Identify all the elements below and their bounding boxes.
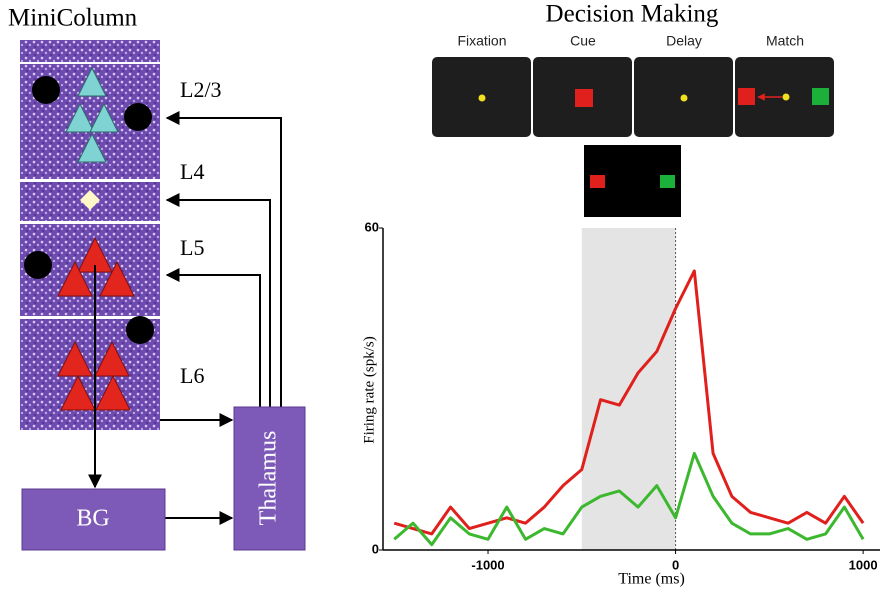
column [20, 40, 160, 430]
phase-label: Delay [666, 33, 702, 49]
x-tick-label: 1000 [849, 557, 878, 572]
decision-title: Decision Making [546, 1, 719, 28]
y-tick-label: 60 [365, 219, 379, 234]
layer-label: L2/3 [180, 77, 222, 102]
minicolumn-title: MiniColumn [8, 5, 138, 32]
phase-label: Cue [570, 33, 596, 49]
y-axis-label: Firing rate (spk/s) [361, 336, 377, 443]
arrows [88, 111, 282, 525]
y-tick-label: 0 [372, 541, 379, 556]
thalamus-box [233, 406, 306, 551]
series-line [393, 451, 865, 547]
bg-box [21, 488, 166, 551]
bg-label: BG [76, 506, 109, 532]
chart: -1000 0 1000 0 60 Time (ms) Firing rate (spk/s… [361, 219, 880, 588]
task-panels [432, 57, 834, 217]
phase-label: Fixation [457, 33, 506, 49]
phase-label: Match [766, 33, 804, 49]
x-tick-label: -1000 [471, 557, 504, 572]
x-tick-label: 0 [672, 557, 679, 572]
x-axis-label: Time (ms) [618, 571, 685, 588]
layer-label: L4 [180, 159, 204, 184]
series-line [393, 269, 865, 536]
layer-label: L6 [180, 363, 204, 388]
thalamus-label: Thalamus [256, 431, 282, 526]
layer-label: L5 [180, 235, 204, 260]
